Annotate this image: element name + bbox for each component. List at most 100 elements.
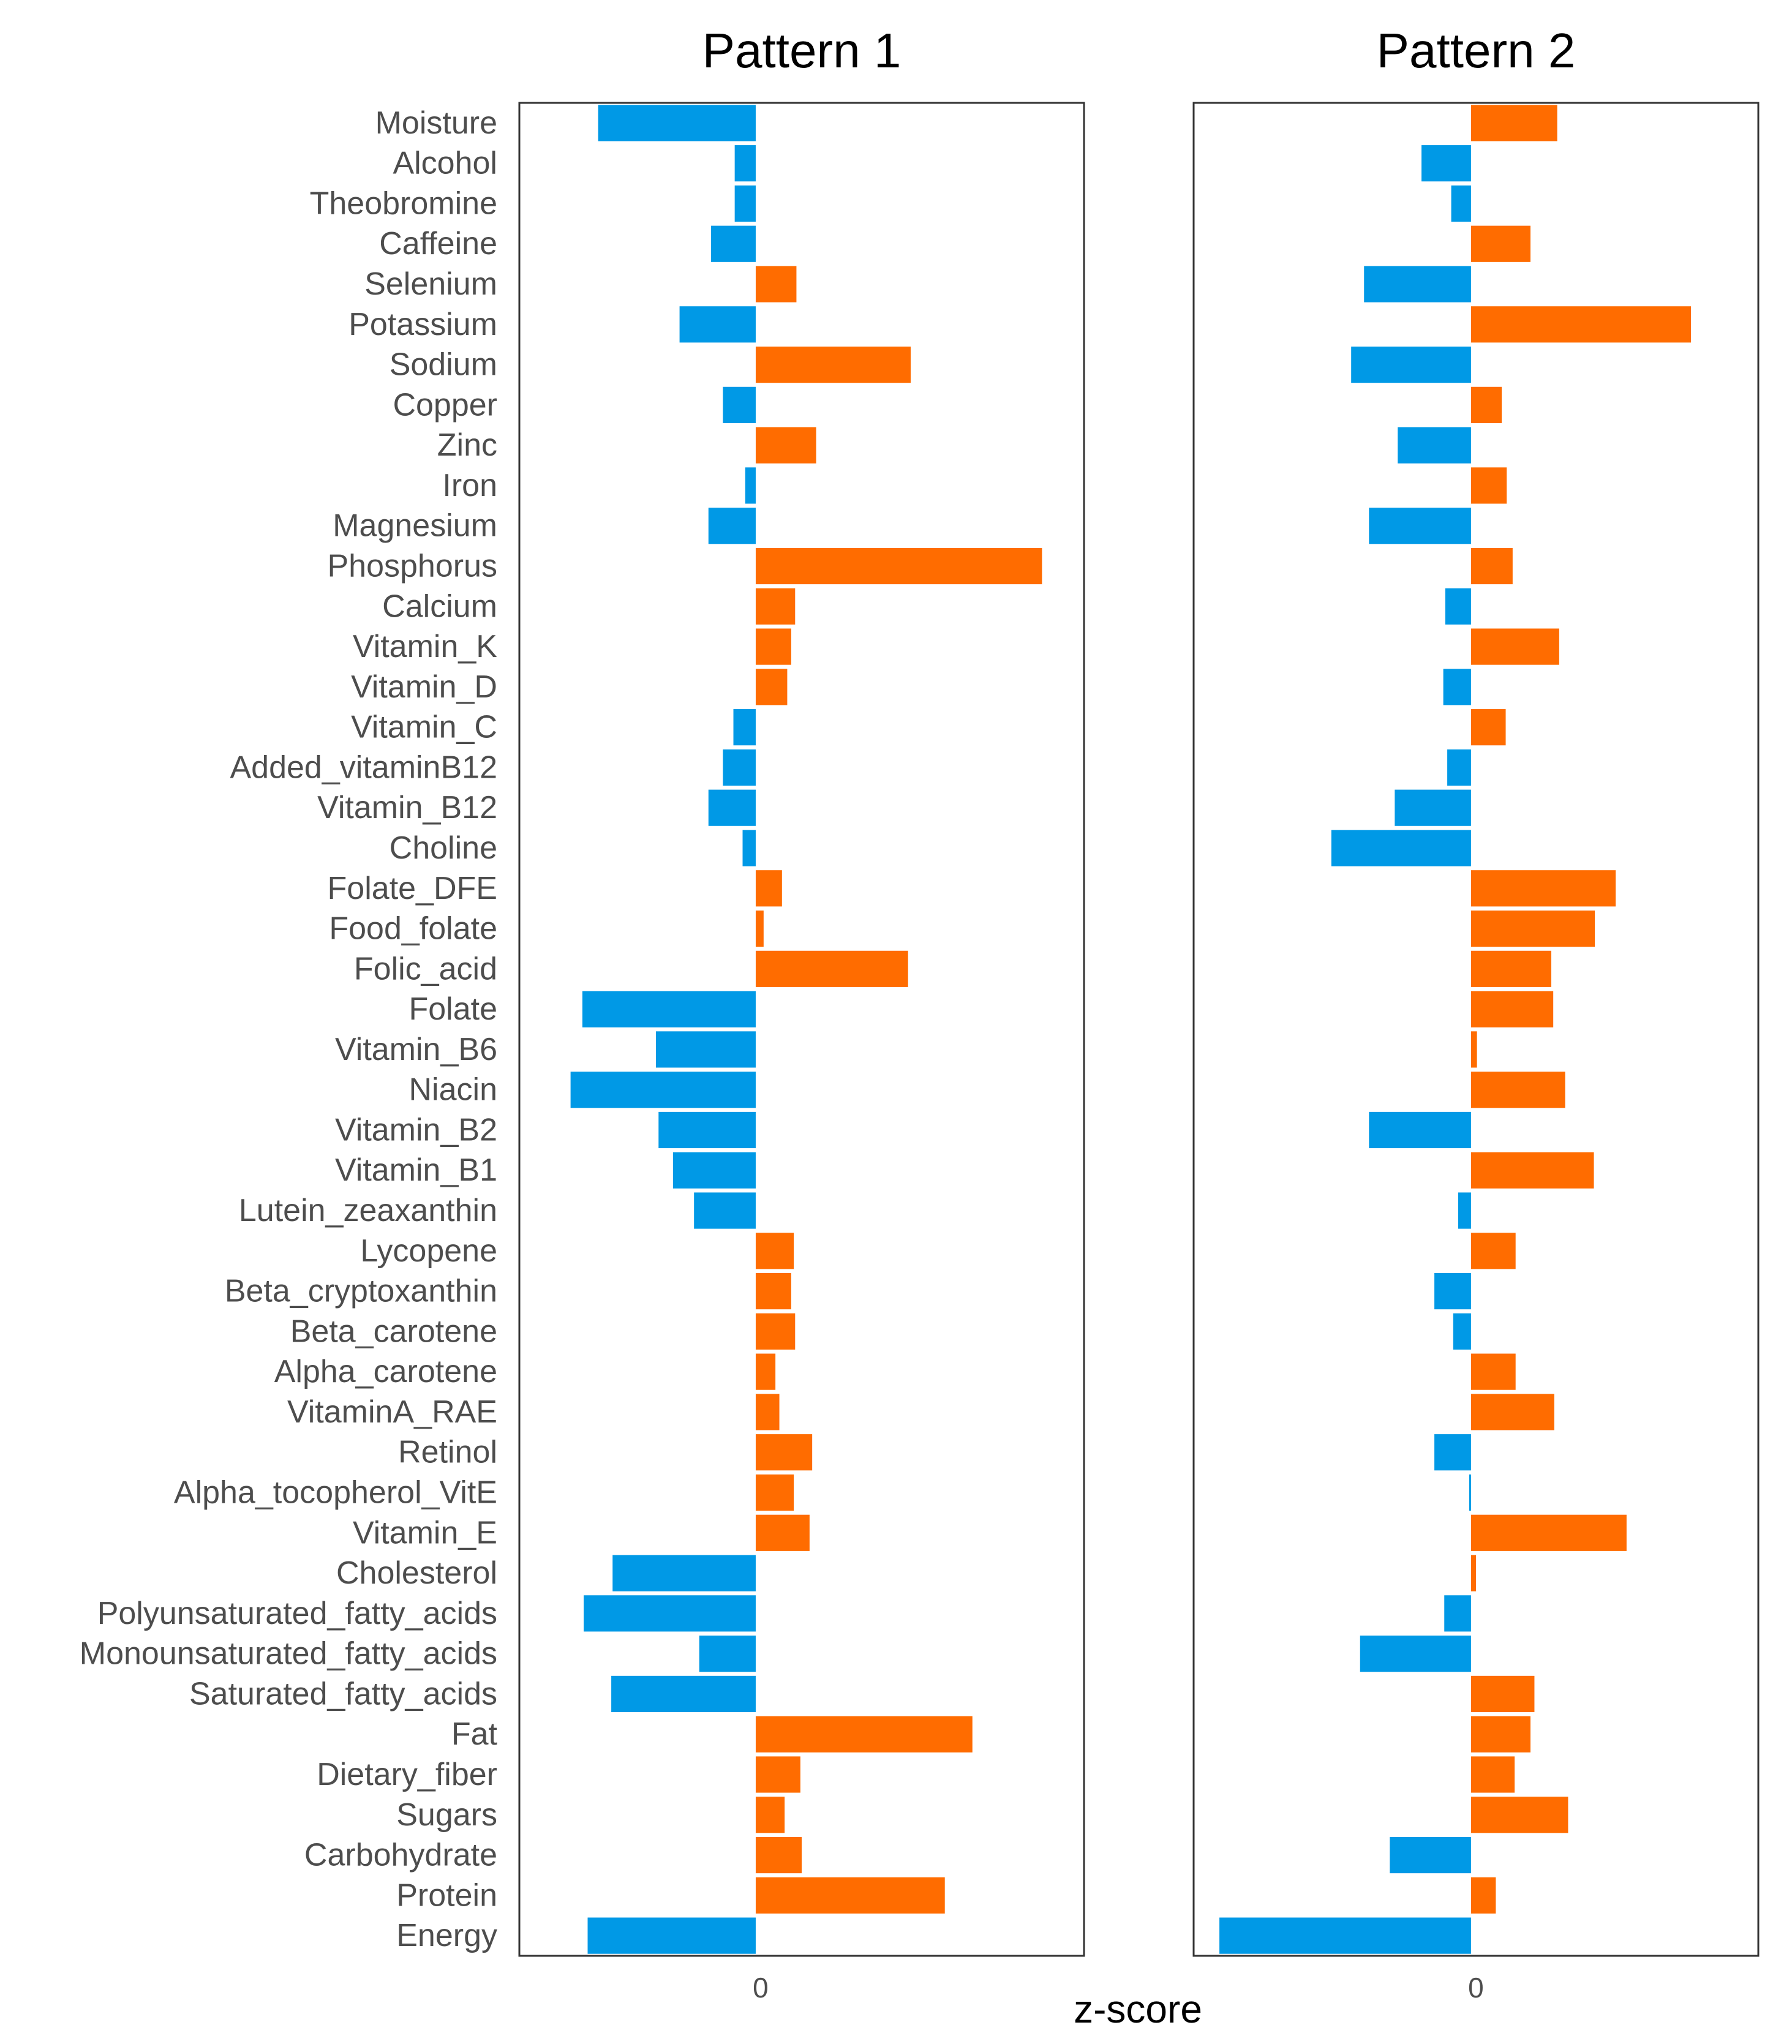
bar — [733, 709, 756, 746]
row-label: Fat — [451, 1716, 498, 1752]
bar — [1470, 1716, 1530, 1753]
pattern-1-title: Pattern 1 — [702, 23, 902, 78]
bar — [672, 1152, 756, 1189]
pattern-1-panel: Pattern 1 0 — [518, 23, 1085, 2004]
bar — [755, 266, 797, 302]
bar — [1469, 1474, 1471, 1511]
bar — [711, 225, 756, 262]
bar — [755, 870, 782, 907]
row-label: Vitamin_C — [351, 710, 497, 745]
bar — [570, 1072, 756, 1108]
bar — [1470, 105, 1557, 141]
bar — [755, 1836, 802, 1874]
row-label: Protein — [396, 1877, 497, 1913]
bar — [1364, 266, 1471, 302]
bar — [1470, 1756, 1515, 1793]
pattern-1-frame — [518, 102, 1085, 1957]
bar — [742, 830, 756, 866]
bar — [734, 185, 756, 222]
bar — [755, 346, 911, 383]
row-label: Zinc — [437, 427, 497, 463]
bar — [1451, 185, 1471, 222]
bar — [1470, 628, 1559, 665]
bar — [755, 950, 908, 987]
row-label: Phosphorus — [327, 549, 497, 584]
row-label: Vitamin_B12 — [317, 790, 497, 825]
bar — [1445, 588, 1471, 625]
row-label: Polyunsaturated_fatty_acids — [97, 1596, 497, 1631]
row-label: Beta_carotene — [290, 1313, 497, 1349]
bar — [1470, 1555, 1476, 1591]
bar — [1470, 1031, 1477, 1068]
bar — [755, 1233, 794, 1269]
bar — [755, 427, 816, 464]
bar — [755, 910, 764, 947]
row-label: Sodium — [390, 347, 497, 383]
row-labels: Moisture Alcohol Theobromine Caffeine Seleni… — [80, 105, 498, 1953]
row-label: Retinol — [398, 1435, 497, 1470]
bar — [1369, 508, 1471, 544]
bar — [1470, 1675, 1535, 1713]
row-label: Caffeine — [379, 226, 497, 261]
bar — [587, 1917, 756, 1954]
bar — [755, 547, 1042, 585]
bar — [755, 669, 788, 705]
bar — [723, 386, 756, 423]
row-label: Lutein_zeaxanthin — [239, 1193, 497, 1228]
bar — [723, 749, 756, 786]
bar — [611, 1675, 756, 1713]
bar — [612, 1555, 756, 1591]
bar — [1470, 870, 1616, 907]
bar — [1470, 386, 1502, 423]
bar — [755, 628, 791, 665]
row-label: Magnesium — [333, 508, 497, 544]
bar — [1390, 1836, 1471, 1874]
bar — [584, 1595, 756, 1632]
bar — [1470, 709, 1506, 746]
row-label: Iron — [442, 468, 497, 503]
bar — [1470, 1152, 1594, 1189]
pattern-2-title: Pattern 2 — [1377, 23, 1576, 78]
row-label: Food_folate — [329, 911, 497, 947]
row-label: Carbohydrate — [304, 1838, 497, 1873]
row-label: Energy — [396, 1918, 497, 1953]
row-label: Vitamin_B6 — [335, 1032, 497, 1067]
row-label: Beta_cryptoxanthin — [225, 1274, 497, 1309]
row-label: Added_vitaminB12 — [230, 750, 497, 785]
bar — [1470, 225, 1530, 262]
bar — [755, 1272, 791, 1310]
row-label: VitaminA_RAE — [287, 1394, 497, 1430]
bar — [1421, 145, 1471, 182]
bar — [1395, 789, 1471, 826]
row-label: Folate — [408, 991, 497, 1027]
bar — [1351, 346, 1471, 383]
bar — [1470, 950, 1551, 987]
row-label: Monounsaturated_fatty_acids — [80, 1636, 497, 1672]
bar — [755, 1353, 776, 1390]
bar — [1434, 1272, 1471, 1310]
row-label: Vitamin_E — [353, 1515, 497, 1550]
bar — [1360, 1636, 1471, 1672]
bar — [1444, 1595, 1471, 1632]
bar — [1219, 1917, 1471, 1954]
row-label: Sugars — [396, 1797, 497, 1833]
bar — [1443, 669, 1471, 705]
bar — [755, 1313, 796, 1350]
row-label: Calcium — [382, 588, 497, 624]
bar — [755, 1797, 785, 1833]
bar — [1470, 547, 1513, 585]
bar — [755, 588, 796, 625]
row-label: Copper — [393, 387, 497, 423]
row-label: Niacin — [409, 1072, 498, 1108]
row-label: Selenium — [364, 266, 497, 302]
pattern-1-bars — [570, 105, 1042, 1954]
bar — [655, 1031, 756, 1068]
pattern-2-frame — [1192, 102, 1760, 1957]
row-label: Dietary_fiber — [317, 1757, 497, 1792]
row-label: Folate_DFE — [328, 871, 497, 906]
row-label: Alcohol — [393, 146, 497, 181]
bar — [1470, 1394, 1554, 1430]
bar — [679, 306, 756, 343]
bar — [1470, 1514, 1627, 1551]
